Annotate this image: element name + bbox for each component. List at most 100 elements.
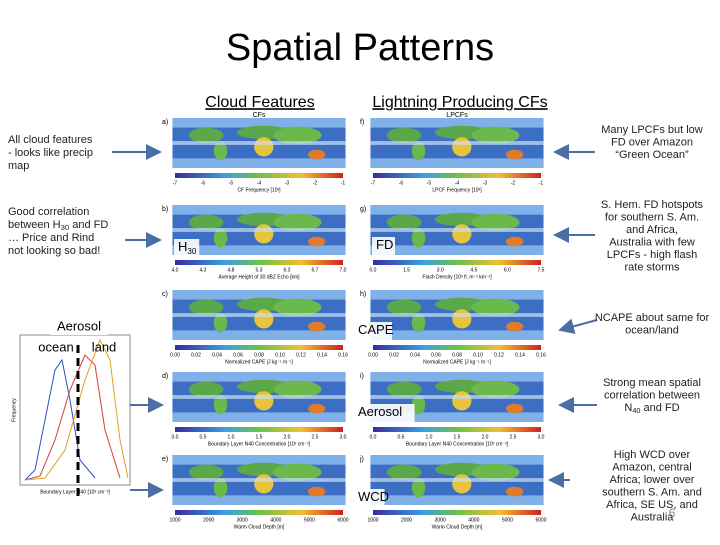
colorbar-tick: 0.10 [275,352,285,358]
note-line: High WCD over [614,449,691,461]
map-label-main: CAPE [358,322,394,337]
panel-letter: i) [360,373,364,380]
colorbar-caption: LPCF Frequency [10³] [432,187,482,193]
colorbar [373,427,541,432]
note: NCAPE about same for ocean/land [595,312,710,337]
note-line: Amazon, central [612,461,691,473]
panel-letter: h) [360,291,366,298]
note-line: All cloud features [8,134,93,146]
colorbar-tick: 0.08 [452,352,462,358]
colorbar-tick: 0.0 [172,434,179,440]
colorbar-tick: -7 [371,180,376,186]
hist-axis-label: Boundary Layer N40 [10³ cm⁻³] [40,489,110,495]
colorbar-tick: -2 [313,180,318,186]
colorbar-tick: 2000 [401,517,412,523]
colorbar-tick: 2.5 [312,434,319,440]
colorbar-tick: 0.12 [296,352,306,358]
colorbar-tick: 4.8 [228,267,235,273]
colorbar-tick: 1000 [367,517,378,523]
colorbar-tick: 1000 [169,517,180,523]
note-line: rate storms [624,261,680,273]
colorbar-tick: 5000 [502,517,513,523]
panel-letter: e) [162,456,168,463]
note-line: FD over Amazon [611,136,693,148]
panel-name: LPCFs [446,112,468,119]
colorbar-caption: Average Height of 30 dBZ Echo [km] [218,274,300,280]
colorbar-tick: 3.0 [538,434,545,440]
colorbar-tick: -1 [539,180,544,186]
label-box [372,237,395,255]
colorbar-tick: 1.0 [426,434,433,440]
colorbar [175,510,343,515]
subscript: 30 [61,223,70,232]
map-label-main: Aerosol [358,404,402,419]
colorbar-tick: 6.0 [504,267,511,273]
colorbar-tick: -4 [257,180,262,186]
colorbar [373,173,541,178]
colorbar-tick: 1.5 [256,434,263,440]
panel-name: CFs [253,112,266,119]
colorbar-tick: 0.06 [431,352,441,358]
colorbar-tick: 5.3 [256,267,263,273]
note-line: … Price and Rind [8,232,94,244]
note-line: southern S. Am. and [602,486,702,498]
colorbar-tick: 3.0 [437,267,444,273]
map [172,118,346,168]
colorbar-tick: 6.7 [312,267,319,273]
colorbar-caption: CF Frequency [10³] [237,187,281,193]
colorbar [175,345,343,350]
colorbar-tick: 0.5 [398,434,405,440]
panel-letter: a) [162,119,168,126]
hist-axis-label: Frequency [11,398,17,422]
note-line: and FD [640,402,679,414]
page-number: 6 [669,506,676,520]
hist-title: Aerosol [57,318,101,333]
colorbar-tick: -3 [483,180,488,186]
map-label: Aerosol [358,404,402,419]
note: S. Hem. FD hotspots for southern S. Am. an… [601,199,704,274]
colorbar-tick: 0.0 [370,434,377,440]
label-box [174,239,200,257]
note-line: ocean/land [625,324,679,336]
panel-letter: g) [360,206,366,213]
colorbar [175,260,343,265]
map [370,455,544,505]
panel-letter: d) [162,373,168,380]
colorbar [175,427,343,432]
colorbar-caption: Boundary Layer N40 Concentration [10³ cm… [208,441,311,447]
map-label: WCD [358,489,389,504]
map-label-main: H [178,239,187,254]
colorbar-tick: 0.02 [191,352,201,358]
colorbar-caption: Normalized CAPE [J kg⁻¹ m⁻¹] [225,359,293,365]
map [172,290,346,340]
colorbar-tick: 4000 [270,517,281,523]
map-label-main: FD [376,237,393,252]
colorbar-tick: -2 [511,180,516,186]
colorbar-tick: 7.5 [538,267,545,273]
colorbar-tick: 0.08 [254,352,264,358]
colorbar-tick: 1.5 [454,434,461,440]
colorbar-tick: 0.00 [368,352,378,358]
colorbar-tick: -5 [427,180,432,186]
colorbar [373,345,541,350]
label-box [50,318,108,335]
note-line: map [8,160,29,172]
colorbar-tick: -5 [229,180,234,186]
slide-title: Spatial Patterns [226,27,494,69]
note-line: and Africa, [626,224,678,236]
panel-letter: c) [162,291,168,298]
note: Strong mean spatial correlation between N4… [603,377,701,415]
colorbar-tick: 4000 [468,517,479,523]
colorbar-tick: 0.16 [338,352,348,358]
note-line: Australia with few [609,236,695,248]
label-box [354,489,385,507]
colorbar-tick: 0.04 [410,352,420,358]
colorbar-tick: 2.0 [284,434,291,440]
map-label-main: WCD [358,489,389,504]
colorbar-tick: 1.0 [228,434,235,440]
colorbar-tick: -4 [455,180,460,186]
colorbar-tick: 7.0 [340,267,347,273]
histogram: Aerosol ocean land Frequency Boundary Layer … [11,318,131,500]
colorbar-tick: 0.0 [370,267,377,273]
colorbar-tick: 2000 [203,517,214,523]
